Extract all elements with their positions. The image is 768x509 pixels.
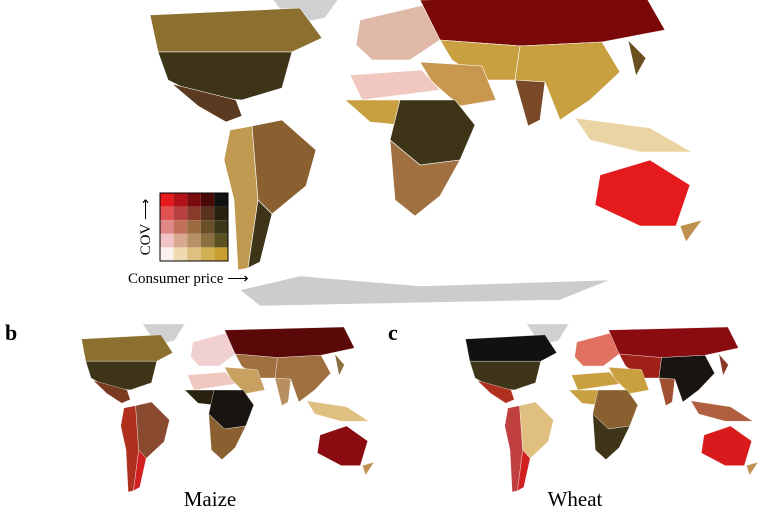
country-region	[718, 353, 729, 377]
country-region	[334, 353, 345, 377]
country-region	[439, 39, 521, 81]
country-region	[274, 377, 292, 406]
country-region	[184, 389, 215, 406]
country-region	[571, 371, 620, 391]
country-region	[157, 51, 293, 101]
country-region	[362, 461, 375, 476]
country-region	[317, 425, 368, 466]
legend-cell	[160, 233, 174, 248]
country-region	[85, 361, 157, 391]
legend	[158, 191, 230, 263]
legend-cell	[173, 206, 188, 221]
panel-title: Maize	[184, 487, 236, 509]
country-region	[568, 389, 599, 406]
country-region	[608, 326, 739, 358]
legend-cell	[160, 206, 174, 221]
country-region	[171, 83, 243, 123]
country-region	[306, 400, 370, 422]
legend-border	[159, 192, 229, 262]
legend-cell	[173, 220, 188, 234]
legend-cell	[200, 247, 215, 261]
country-region	[251, 119, 317, 215]
legend-y-label: COV ⟶	[138, 199, 154, 256]
country-region	[239, 275, 611, 307]
country-region	[247, 199, 273, 269]
legend-cell	[200, 206, 215, 221]
country-region	[627, 39, 647, 77]
legend-cell	[187, 193, 201, 207]
legend-cell	[214, 233, 228, 248]
legend-cell	[214, 247, 228, 261]
legend-cell	[214, 206, 228, 221]
country-region	[746, 461, 759, 476]
country-region	[690, 400, 754, 422]
country-region	[594, 159, 691, 227]
legend-x-label: Consumer price ⟶	[128, 271, 249, 287]
legend-cell	[187, 206, 201, 221]
country-region	[344, 99, 401, 126]
map-panel-a	[149, 0, 703, 307]
legend-cell	[214, 193, 228, 207]
legend-cell	[173, 233, 188, 248]
country-region	[574, 117, 694, 153]
country-region	[349, 69, 441, 101]
legend-cell	[160, 247, 174, 261]
panel-letter: c	[388, 320, 398, 345]
legend-cell	[187, 220, 201, 234]
country-region	[93, 380, 131, 404]
legend-cell	[160, 193, 174, 207]
map-panel-b	[81, 323, 375, 493]
legend-cell	[200, 193, 215, 207]
country-region	[519, 401, 554, 459]
country-region	[81, 334, 173, 362]
country-region	[701, 425, 752, 466]
country-region	[133, 449, 147, 492]
country-region	[135, 401, 170, 459]
country-region	[469, 361, 541, 391]
legend-cell	[173, 247, 188, 261]
panel-letter: b	[5, 320, 17, 345]
legend-cell	[200, 220, 215, 234]
map-panel-c	[465, 323, 759, 493]
country-region	[224, 326, 355, 358]
country-region	[419, 0, 666, 47]
legend-cell	[187, 233, 201, 248]
country-region	[389, 139, 461, 217]
country-region	[517, 449, 531, 492]
country-region	[679, 219, 703, 243]
country-region	[514, 79, 546, 127]
country-region	[592, 413, 631, 460]
country-region	[465, 334, 557, 362]
panel-title: Wheat	[548, 487, 603, 509]
legend-cell	[173, 193, 188, 207]
legend-cell	[200, 233, 215, 248]
country-region	[234, 353, 278, 379]
legend-cell	[214, 220, 228, 234]
country-region	[618, 353, 662, 379]
country-region	[658, 377, 676, 406]
country-region	[208, 413, 247, 460]
country-region	[477, 380, 515, 404]
country-region	[187, 371, 236, 391]
country-region	[149, 7, 323, 53]
legend-cell	[187, 247, 201, 261]
legend-cell	[160, 220, 174, 234]
